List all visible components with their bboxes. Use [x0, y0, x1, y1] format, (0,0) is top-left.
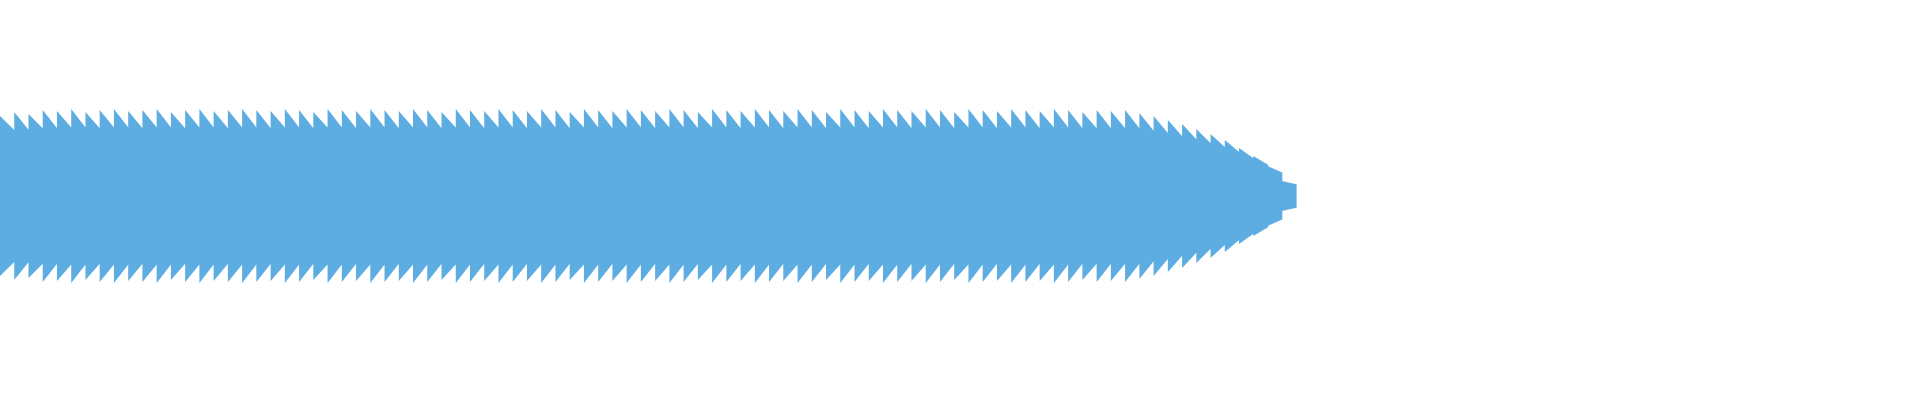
waveform-segment — [1068, 110, 1083, 282]
waveform-segment — [996, 111, 1012, 281]
waveform-segment — [313, 112, 329, 280]
waveform-segment — [213, 111, 229, 281]
waveform-segment — [1167, 120, 1183, 272]
waveform-segment — [555, 110, 571, 282]
waveform-segment — [398, 111, 414, 281]
waveform-segment — [71, 109, 87, 283]
waveform-segment — [299, 110, 314, 282]
waveform-segment — [1039, 111, 1055, 281]
waveform-segment — [541, 109, 557, 283]
waveform-segment — [655, 111, 670, 281]
waveform-segment — [1153, 116, 1169, 276]
waveform-segment — [1281, 181, 1297, 211]
waveform-segment — [569, 112, 585, 280]
waveform-segment — [0, 116, 15, 276]
waveform-segment — [712, 109, 727, 283]
waveform-segment — [882, 109, 898, 283]
waveform-segment — [598, 110, 613, 282]
waveform-segment — [469, 110, 485, 282]
waveform-segment — [1267, 166, 1283, 226]
waveform-segment — [840, 109, 856, 283]
waveform-segment — [413, 109, 428, 283]
waveform-segment — [498, 109, 514, 283]
waveform-segment — [626, 109, 642, 283]
waveform-segment — [384, 110, 400, 282]
waveform-segment — [484, 111, 500, 281]
waveform-segment — [341, 110, 357, 282]
waveform-segment — [1224, 140, 1240, 252]
waveform-segment — [270, 111, 286, 281]
waveform-segment — [612, 111, 628, 281]
waveform-segment — [1110, 111, 1126, 281]
waveform-segment — [897, 110, 913, 282]
waveform-segment — [14, 112, 30, 280]
waveform-segment — [427, 110, 443, 282]
waveform-segment — [1011, 109, 1027, 283]
waveform-segment — [925, 109, 941, 283]
waveform-segment — [512, 110, 528, 282]
waveform-segment — [726, 110, 742, 282]
waveform-segment — [954, 112, 970, 280]
waveform-segment — [683, 110, 699, 282]
waveform-segment — [1096, 110, 1112, 282]
waveform-segment — [242, 109, 257, 283]
waveform-segment — [1082, 112, 1098, 280]
waveform-segment — [1253, 156, 1269, 236]
waveform-segment — [441, 112, 457, 280]
waveform-segment — [1053, 109, 1069, 283]
waveform-segment — [356, 111, 371, 281]
waveform-segment — [170, 112, 186, 280]
waveform-segment — [583, 109, 599, 283]
waveform-segment — [42, 110, 58, 282]
waveform-segment — [370, 109, 386, 283]
waveform-segment — [99, 110, 115, 282]
waveform-segment — [185, 110, 200, 282]
waveform-segment — [156, 109, 172, 283]
waveform-segment — [256, 110, 272, 282]
waveform-segment — [826, 112, 841, 280]
waveform-segment — [128, 111, 144, 281]
waveform-segment — [28, 114, 44, 278]
waveform-segment — [199, 109, 215, 283]
waveform-segment — [1210, 134, 1226, 258]
waveform-segment — [1125, 110, 1140, 282]
waveform-segment — [982, 110, 998, 282]
waveform-segment — [455, 109, 471, 283]
waveform-segment — [783, 111, 799, 281]
waveform-segment — [1196, 129, 1212, 263]
waveform-segment — [56, 111, 72, 281]
waveform-segment — [811, 110, 827, 282]
waveform-segment — [797, 109, 813, 283]
waveform-segment — [1182, 124, 1197, 268]
waveform-segment — [939, 110, 955, 282]
waveform-segment — [911, 111, 927, 281]
waveform-segment — [327, 109, 343, 283]
waveform-segment — [669, 109, 685, 283]
waveform-segment — [284, 109, 300, 283]
waveform-segment — [227, 110, 243, 282]
waveform-segment — [868, 111, 884, 281]
waveform-segment — [697, 112, 713, 280]
waveform-segment — [1025, 110, 1041, 282]
waveform-segment — [113, 109, 129, 283]
waveform-segment — [769, 110, 784, 282]
waveform-segment — [1239, 148, 1254, 244]
waveform-segment — [640, 110, 656, 282]
waveform-segment — [1139, 113, 1155, 279]
waveform-segment — [740, 111, 756, 281]
waveform-segment — [968, 109, 984, 283]
waveform-segment — [854, 110, 870, 282]
waveform-segment — [754, 109, 770, 283]
waveform-segment — [85, 112, 101, 280]
waveform-segment — [526, 111, 542, 281]
waveform-segment — [142, 110, 158, 282]
